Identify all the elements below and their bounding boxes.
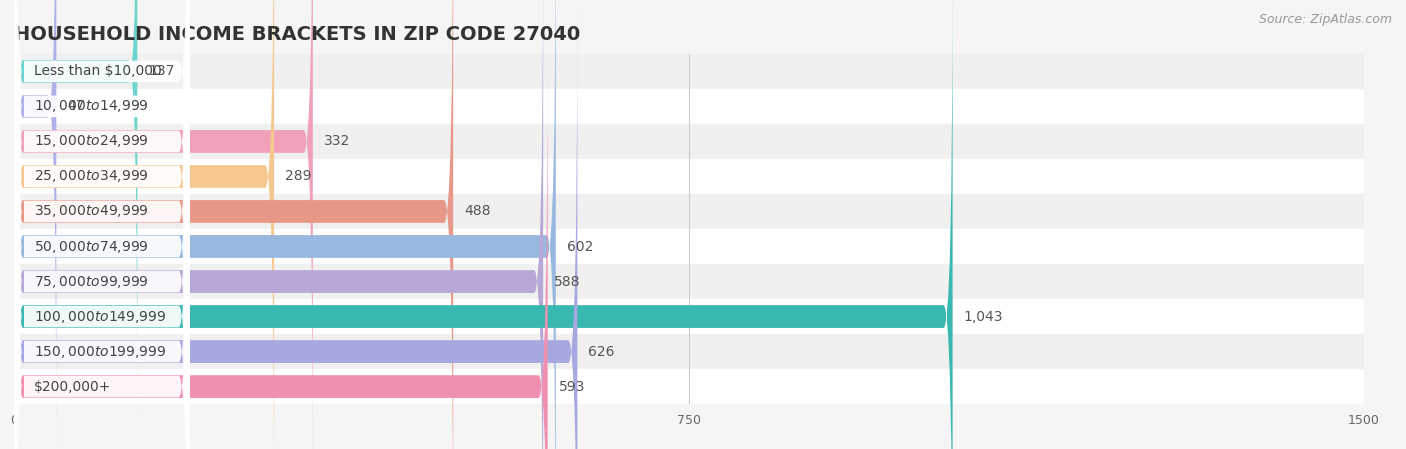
FancyBboxPatch shape: [14, 0, 555, 449]
FancyBboxPatch shape: [14, 0, 190, 449]
Text: $15,000 to $24,999: $15,000 to $24,999: [34, 133, 149, 150]
Text: 289: 289: [285, 169, 311, 184]
Bar: [14, 124, 1364, 159]
Bar: [14, 299, 1364, 334]
Text: $10,000 to $14,999: $10,000 to $14,999: [34, 98, 149, 114]
Bar: [14, 54, 1364, 89]
FancyBboxPatch shape: [14, 0, 190, 449]
FancyBboxPatch shape: [14, 0, 190, 449]
Text: 1,043: 1,043: [963, 309, 1002, 324]
Bar: [14, 229, 1364, 264]
Text: 593: 593: [558, 379, 585, 394]
Text: Source: ZipAtlas.com: Source: ZipAtlas.com: [1258, 13, 1392, 26]
Text: $25,000 to $34,999: $25,000 to $34,999: [34, 168, 149, 185]
FancyBboxPatch shape: [14, 0, 56, 445]
Text: HOUSEHOLD INCOME BRACKETS IN ZIP CODE 27040: HOUSEHOLD INCOME BRACKETS IN ZIP CODE 27…: [14, 25, 581, 44]
FancyBboxPatch shape: [14, 0, 138, 410]
FancyBboxPatch shape: [14, 0, 190, 449]
FancyBboxPatch shape: [14, 0, 190, 449]
Bar: [14, 89, 1364, 124]
Text: $150,000 to $199,999: $150,000 to $199,999: [34, 343, 166, 360]
Text: $75,000 to $99,999: $75,000 to $99,999: [34, 273, 149, 290]
Text: 626: 626: [588, 344, 614, 359]
Text: $50,000 to $74,999: $50,000 to $74,999: [34, 238, 149, 255]
Text: 488: 488: [464, 204, 491, 219]
Bar: [14, 264, 1364, 299]
Bar: [14, 334, 1364, 369]
FancyBboxPatch shape: [14, 0, 953, 449]
Bar: [14, 194, 1364, 229]
Text: Less than $10,000: Less than $10,000: [34, 64, 162, 79]
Text: 137: 137: [148, 64, 174, 79]
FancyBboxPatch shape: [14, 0, 274, 449]
FancyBboxPatch shape: [14, 0, 190, 449]
FancyBboxPatch shape: [14, 0, 190, 449]
FancyBboxPatch shape: [14, 0, 312, 449]
FancyBboxPatch shape: [14, 0, 453, 449]
Text: $35,000 to $49,999: $35,000 to $49,999: [34, 203, 149, 220]
Text: 602: 602: [567, 239, 593, 254]
FancyBboxPatch shape: [14, 0, 190, 449]
Text: $200,000+: $200,000+: [34, 379, 111, 394]
FancyBboxPatch shape: [14, 13, 578, 449]
Text: $100,000 to $149,999: $100,000 to $149,999: [34, 308, 166, 325]
FancyBboxPatch shape: [14, 0, 543, 449]
Text: 332: 332: [323, 134, 350, 149]
FancyBboxPatch shape: [14, 0, 190, 449]
Bar: [14, 369, 1364, 404]
Text: 47: 47: [67, 99, 84, 114]
Bar: [14, 159, 1364, 194]
FancyBboxPatch shape: [14, 48, 548, 449]
Text: 588: 588: [554, 274, 581, 289]
FancyBboxPatch shape: [14, 0, 190, 449]
